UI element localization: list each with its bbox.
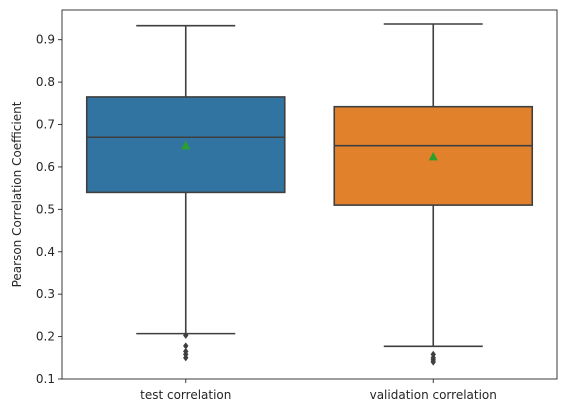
y-axis-ticks: 0.1 0.2 0.3 0.4 0.5 0.6 0.7 0.8 0.9 (36, 33, 62, 386)
outlier-point (183, 354, 189, 362)
y-tick-label: 0.6 (36, 160, 55, 174)
y-tick-label: 0.7 (36, 118, 55, 132)
x-tick-label: validation correlation (370, 388, 497, 402)
mean-marker (181, 140, 191, 150)
plot-frame (61, 9, 558, 380)
y-axis-label: Pearson Correlation Coefficient (10, 101, 24, 287)
mean-marker (428, 151, 438, 161)
y-tick-label: 0.8 (36, 75, 55, 89)
box-plot-area (85, 23, 534, 366)
x-axis-ticks: test correlation validation correlation (140, 379, 497, 402)
outlier-point (430, 358, 436, 366)
x-tick-label: test correlation (140, 388, 231, 402)
y-tick-label: 0.1 (36, 372, 55, 386)
box-group-test (85, 24, 286, 362)
y-tick-label: 0.5 (36, 202, 55, 216)
box-group-validation (333, 23, 534, 366)
y-tick-label: 0.9 (36, 33, 55, 47)
y-tick-label: 0.4 (36, 245, 55, 259)
y-tick-label: 0.3 (36, 287, 55, 301)
outlier-point (183, 342, 189, 350)
outlier-point (183, 331, 189, 339)
y-tick-label: 0.2 (36, 330, 55, 344)
